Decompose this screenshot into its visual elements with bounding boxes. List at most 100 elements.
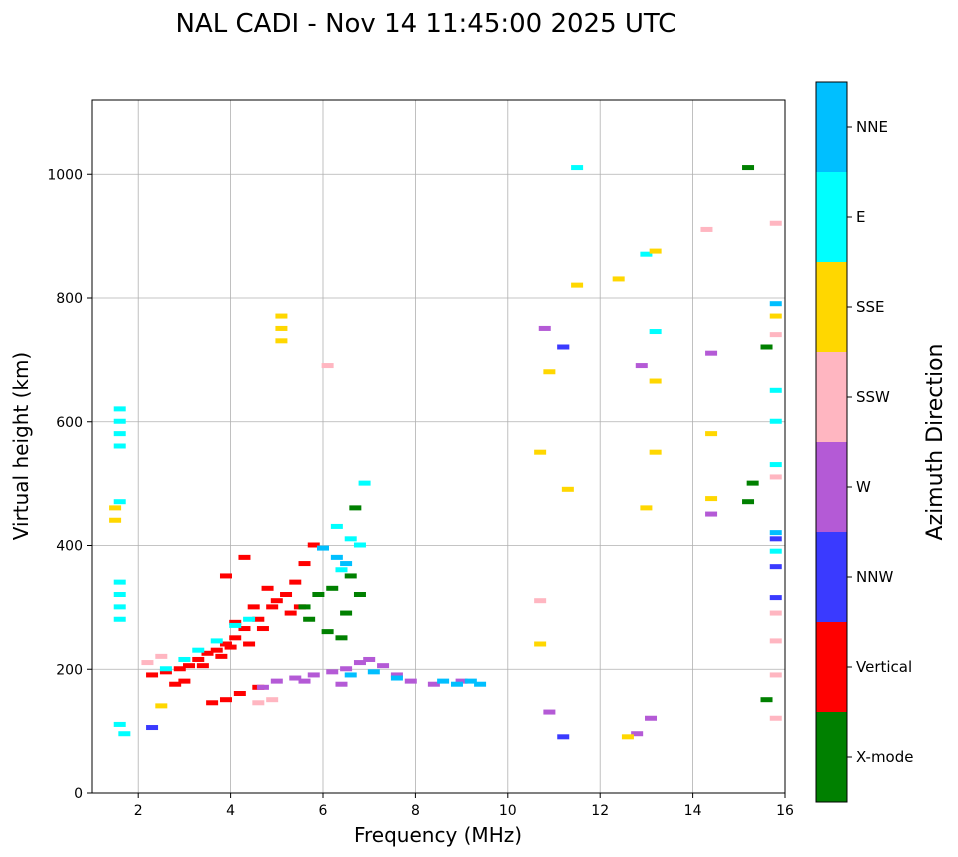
ionogram-echo-e xyxy=(113,431,126,437)
ionogram-echo-nnw xyxy=(557,734,570,740)
x-tick-label: 12 xyxy=(591,803,609,819)
ionogram-echo-sse xyxy=(640,505,653,511)
x-tick-label: 4 xyxy=(226,803,235,819)
ionogram-echo-e xyxy=(210,638,223,644)
ionogram-echo-w xyxy=(256,684,269,690)
ionogram-echo-w xyxy=(289,675,302,681)
ionogram-echo-w xyxy=(326,669,339,675)
ionogram-echo-vertical xyxy=(289,579,302,585)
ionogram-echo-e xyxy=(159,666,172,672)
ionogram-echo-vertical xyxy=(224,644,237,650)
ionogram-echo-vertical xyxy=(233,691,246,696)
ionogram-echo-vertical xyxy=(298,561,311,567)
ionogram-echo-vertical xyxy=(229,635,242,641)
ionogram-echo-x-mode xyxy=(742,165,755,171)
ionogram-echo-ssw xyxy=(769,474,782,480)
colorbar: X-mode Vertical NNW W SSW SSE E NNE xyxy=(816,82,913,802)
ionogram-echo-nnw xyxy=(769,595,782,601)
ionogram-echo-vertical xyxy=(169,681,182,687)
ionogram-echo-nnw xyxy=(769,564,782,570)
ionogram-echo-ssw xyxy=(769,715,782,721)
ionogram-echo-w xyxy=(353,660,366,666)
x-tick-label: 14 xyxy=(684,803,702,819)
colorbar-segment-e xyxy=(816,172,847,262)
ionogram-echo-sse xyxy=(705,431,718,437)
ionogram-echo-w xyxy=(645,715,658,721)
ionogram-echo-w xyxy=(427,681,440,687)
ionogram-echo-w xyxy=(455,678,468,684)
ionogram-echo-nnw xyxy=(557,344,570,350)
ionogram-echo-vertical xyxy=(270,598,283,604)
ionogram-echo-sse xyxy=(571,282,584,288)
ionogram-echo-e xyxy=(192,647,205,653)
ionogram-echo-sse xyxy=(275,325,288,331)
colorbar-segment-w xyxy=(816,442,847,532)
ionogram-echo-sse xyxy=(534,449,547,455)
ionogram-echo-sse xyxy=(109,517,122,523)
ionogram-echo-w xyxy=(363,656,376,662)
ionogram-echo-vertical xyxy=(192,656,205,662)
ionogram-echo-x-mode xyxy=(321,629,334,635)
ionogram-echo-w xyxy=(307,672,320,678)
ionogram-echo-w xyxy=(631,731,644,737)
ionogram-echo-vertical xyxy=(243,641,256,647)
ionogram-echo-x-mode xyxy=(760,697,773,703)
ionogram-echo-e xyxy=(178,656,191,662)
x-tick-label: 2 xyxy=(134,803,143,819)
ionogram-echo-ssw xyxy=(266,697,279,703)
ionogram-echo-ssw xyxy=(769,638,782,644)
ionogram-echo-vertical xyxy=(229,619,242,625)
ionogram-echo-sse xyxy=(705,496,718,502)
ionogram-echo-sse xyxy=(561,486,574,492)
colorbar-segment-ssw xyxy=(816,352,847,442)
colorbar-segment-x-mode xyxy=(816,712,847,802)
ionogram-echo-sse xyxy=(649,449,662,455)
ionogram-echo-nne xyxy=(390,675,403,681)
ionogram-echo-e xyxy=(353,542,366,548)
colorbar-segment-nne xyxy=(816,82,847,172)
plot-area xyxy=(92,100,785,793)
y-tick-label: 800 xyxy=(56,291,83,307)
ionogram-echo-w xyxy=(543,709,556,715)
ionogram-echo-sse xyxy=(649,378,662,384)
ionogram-echo-x-mode xyxy=(326,585,339,591)
ionogram-echo-nne xyxy=(769,530,782,536)
ionogram-echo-ssw xyxy=(769,332,782,338)
ionogram-echo-sse xyxy=(543,369,556,375)
ionogram-echo-e xyxy=(113,592,126,597)
ionogram-echo-e xyxy=(113,579,126,585)
ionogram-echo-vertical xyxy=(266,604,279,610)
ionogram-echo-sse xyxy=(769,313,782,319)
ionogram-echo-sse xyxy=(275,338,288,344)
x-axis-label: Frequency (MHz) xyxy=(354,823,522,847)
ionogram-echo-vertical xyxy=(247,604,260,610)
x-tick-label: 10 xyxy=(499,803,517,819)
colorbar-label: NNW xyxy=(856,568,893,586)
ionogram-echo-e xyxy=(640,251,653,257)
ionogram-echo-ssw xyxy=(141,660,154,666)
ionogram-echo-ssw xyxy=(534,598,547,604)
ionogram-echo-vertical xyxy=(256,626,269,632)
ionogram-echo-x-mode xyxy=(340,610,353,616)
ionogram-echo-e xyxy=(769,418,782,424)
x-tick-label: 6 xyxy=(319,803,328,819)
ionogram-echo-w xyxy=(298,678,311,684)
ionogram-echo-vertical xyxy=(307,542,320,548)
ionogram-echo-e xyxy=(113,443,126,449)
ionogram-echo-w xyxy=(270,678,283,684)
colorbar-label: E xyxy=(856,208,865,226)
ionogram-echo-nnw xyxy=(769,536,782,542)
ionogram-echo-w xyxy=(404,678,417,684)
y-tick-label: 400 xyxy=(56,539,83,555)
ionogram-echo-e xyxy=(229,622,242,628)
ionogram-echo-x-mode xyxy=(353,592,366,597)
colorbar-label: SSE xyxy=(856,298,885,316)
y-tick-label: 600 xyxy=(56,415,83,431)
ionogram-echo-nne xyxy=(340,561,353,567)
ionogram-echo-sse xyxy=(612,276,625,282)
ionogram-echo-sse xyxy=(155,703,168,709)
ionogram-echo-w xyxy=(335,681,348,687)
colorbar-segment-vertical xyxy=(816,622,847,712)
ionogram-echo-e xyxy=(243,616,256,622)
